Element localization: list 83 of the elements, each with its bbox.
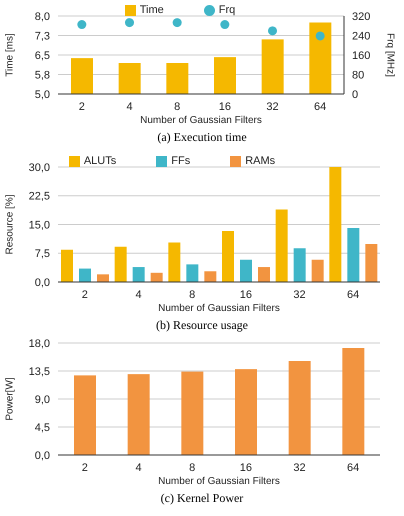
x-tick-label: 2 [78, 100, 85, 113]
legend-label: RAMs [245, 155, 276, 167]
bar [235, 369, 257, 455]
y2-tick-label: 320 [352, 10, 370, 23]
y-tick-label: 5,8 [34, 69, 50, 82]
bar [150, 272, 163, 282]
bar [258, 267, 270, 282]
x-tick-label: 8 [189, 462, 196, 474]
x-tick-label: 64 [347, 288, 360, 301]
x-tick-label: 4 [135, 462, 142, 474]
point [316, 31, 325, 40]
x-tick-label: 32 [293, 288, 306, 301]
y2-tick-label: 0 [352, 88, 358, 101]
bar [186, 264, 198, 282]
bar [79, 268, 91, 282]
bar [168, 242, 180, 282]
bar [240, 260, 252, 282]
x-tick-label: 8 [189, 288, 196, 301]
y-axis-title: Time [ms] [4, 33, 16, 77]
legend-label: Time [140, 4, 164, 16]
x-tick-label: 32 [266, 100, 279, 113]
text: (c) Kernel Power [160, 491, 244, 506]
y-tick-label: 7,3 [34, 30, 50, 42]
y-tick-label: 9,0 [34, 394, 50, 406]
bar [329, 167, 342, 282]
y-tick-label: 0,0 [34, 450, 50, 462]
x-axis-title: Number of Gaussian Filters [158, 303, 280, 314]
y-tick-label: 15,0 [28, 219, 50, 232]
x-tick-label: 32 [293, 462, 306, 474]
bar [181, 372, 204, 455]
x-tick-label: 16 [240, 288, 252, 301]
point [77, 20, 86, 30]
y-tick-label: 4,5 [34, 422, 50, 434]
bar [74, 375, 96, 455]
x-tick-label: 2 [82, 462, 88, 474]
x-tick-label: 4 [126, 100, 133, 113]
bar [97, 274, 109, 282]
x-tick-label: 16 [218, 100, 231, 113]
bar [365, 244, 378, 282]
x-tick-label: 4 [135, 288, 142, 301]
x-tick-label: 64 [314, 100, 326, 113]
text: (b) Resource usage [155, 318, 249, 333]
x-tick-label: 64 [347, 462, 360, 474]
text: (a) Execution time [156, 130, 248, 145]
bar [276, 210, 288, 282]
y-tick-label: 18,0 [28, 338, 50, 350]
x-axis-title: Number of Gaussian Filters [158, 476, 280, 487]
y2-tick-label: 240 [352, 30, 370, 42]
y-tick-label: 0,0 [34, 276, 50, 289]
legend-label: Frq [218, 4, 236, 16]
bar [114, 246, 127, 282]
x-tick-label: 16 [240, 462, 252, 474]
bar [132, 267, 145, 282]
bar [347, 228, 360, 282]
bar [128, 374, 150, 455]
y-tick-label: 7,5 [34, 248, 50, 260]
y-tick-label: 22,5 [28, 190, 50, 203]
y2-tick-label: 80 [352, 69, 364, 82]
point [124, 18, 134, 28]
y2-tick-label: 160 [352, 50, 370, 62]
bar [204, 271, 216, 282]
y-tick-label: 13,5 [28, 366, 50, 378]
y-tick-label: 30,0 [28, 162, 50, 174]
x-tick-label: 8 [174, 100, 180, 113]
point [268, 26, 278, 36]
bar [222, 231, 234, 282]
y-tick-label: 6,5 [34, 50, 50, 62]
y-tick-label: 8,0 [34, 10, 50, 23]
bar [61, 250, 73, 282]
bar [294, 248, 306, 282]
bar [342, 348, 364, 455]
legend-label: ALUTs [84, 155, 116, 167]
y2-axis-title: Frq [MHz] [384, 33, 396, 78]
y-axis-title: Resource [%] [4, 194, 16, 255]
x-tick-label: 2 [82, 288, 88, 301]
legend-label: FFs [171, 155, 190, 167]
bar [288, 361, 311, 455]
point [172, 18, 182, 28]
y-axis-title: Power[W] [4, 377, 16, 421]
bar [312, 260, 324, 282]
y-tick-label: 5,0 [34, 88, 50, 101]
x-axis-title: Number of Gaussian Filters [140, 115, 262, 126]
point [220, 20, 230, 30]
